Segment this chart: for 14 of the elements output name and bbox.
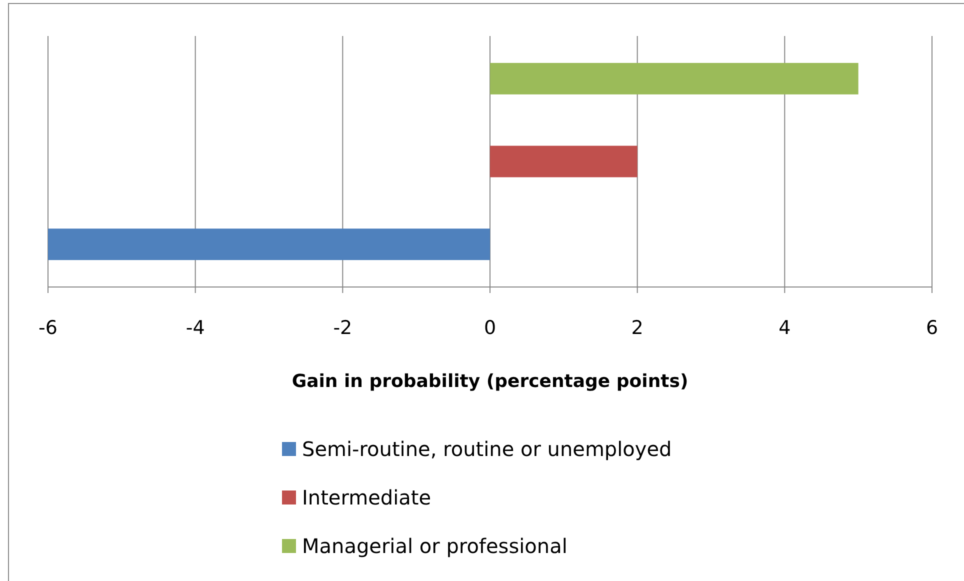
x-axis-title: Gain in probability (percentage points) [292,371,688,392]
x-tick-label: -2 [333,317,352,339]
x-tick-label: 4 [778,317,791,339]
bar [490,62,858,94]
x-tick-label: 2 [631,317,644,339]
x-tick-label: -6 [38,317,58,339]
x-tick-label: -4 [186,317,205,339]
legend-label: Managerial or professional [302,534,568,558]
bar [490,146,638,178]
bar [48,228,490,260]
legend-label: Semi-routine, routine or unemployed [302,437,672,461]
x-tick-label: 6 [926,317,938,339]
legend-label: Intermediate [302,486,432,510]
x-tick-label: 0 [484,317,496,339]
